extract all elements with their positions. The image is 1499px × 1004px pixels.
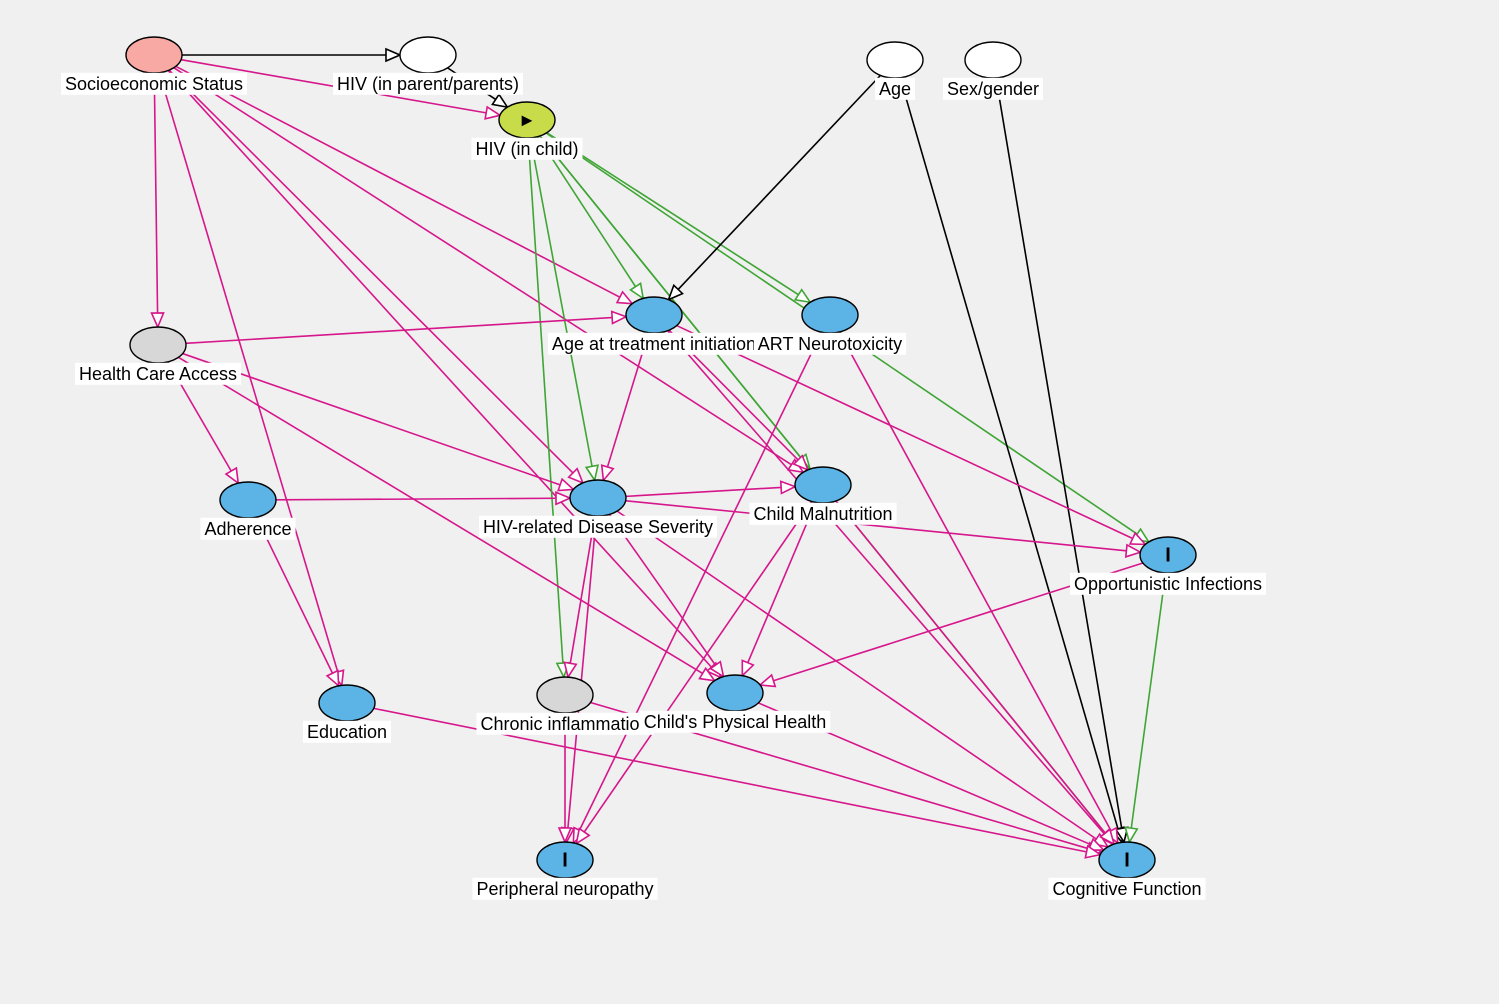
node-ellipse <box>126 37 182 73</box>
edge <box>1125 573 1165 842</box>
play-glyph-icon: ▶ <box>522 112 533 128</box>
edge <box>183 354 574 491</box>
node-ellipse <box>795 467 851 503</box>
node-label: Health Care Access <box>79 364 237 384</box>
dag-diagram: Socioeconomic Status HIV (in parent/paren… <box>0 0 1499 1004</box>
node-phys: Child's Physical Health <box>640 675 831 733</box>
edge <box>573 332 821 843</box>
node-art: ART Neurotoxicity <box>754 297 906 355</box>
node-cognitive: I Cognitive Function <box>1048 842 1205 900</box>
edge <box>626 481 795 496</box>
node-label: HIV (in child) <box>475 139 578 159</box>
node-ellipse <box>626 297 682 333</box>
node-ellipse <box>707 675 763 711</box>
edge <box>677 326 1146 545</box>
edge <box>617 511 1108 847</box>
bar-glyph-icon: I <box>1165 544 1171 566</box>
node-ellipse <box>570 480 626 516</box>
edge <box>742 502 815 675</box>
node-label: Age <box>879 79 911 99</box>
node-label: HIV-related Disease Severity <box>483 517 713 537</box>
node-ellipse <box>802 297 858 333</box>
node-label: Peripheral neuropathy <box>476 879 653 899</box>
node-age_tx: Age at treatment initiation <box>548 297 760 355</box>
node-ellipse <box>130 327 186 363</box>
edge <box>669 75 881 299</box>
edge <box>256 517 338 686</box>
node-label: Chronic inflammation <box>480 714 649 734</box>
node-hiv_parent: HIV (in parent/parents) <box>333 37 523 95</box>
edge <box>564 516 595 677</box>
node-ellipse <box>867 42 923 78</box>
node-ellipse <box>220 482 276 518</box>
node-label: Child Malnutrition <box>753 504 892 524</box>
node-chronic: Chronic inflammation <box>476 677 653 735</box>
node-severity: HIV-related Disease Severity <box>479 480 717 538</box>
node-opp_inf: I Opportunistic Infections <box>1070 537 1266 595</box>
node-label: ART Neurotoxicity <box>758 334 902 354</box>
node-malnutrition: Child Malnutrition <box>749 467 896 525</box>
node-label: Opportunistic Infections <box>1074 574 1262 594</box>
node-ellipse <box>400 37 456 73</box>
node-label: Age at treatment initiation <box>552 334 756 354</box>
node-label: Child's Physical Health <box>644 712 827 732</box>
node-sex: Sex/gender <box>943 42 1043 100</box>
node-label: Adherence <box>204 519 291 539</box>
edge <box>528 138 569 677</box>
node-label: Socioeconomic Status <box>65 74 243 94</box>
edge <box>576 501 811 843</box>
edge <box>547 133 810 303</box>
edge <box>996 78 1128 842</box>
node-label: HIV (in parent/parents) <box>337 74 519 94</box>
node-ellipse <box>537 677 593 713</box>
edge <box>668 331 1114 845</box>
node-label: Education <box>307 722 387 742</box>
edge <box>168 71 721 678</box>
node-label: Sex/gender <box>947 79 1039 99</box>
node-hca: Health Care Access <box>75 327 241 385</box>
node-ellipse <box>319 685 375 721</box>
node-neuropathy: I Peripheral neuropathy <box>472 842 657 900</box>
nodes-layer: Socioeconomic Status HIV (in parent/paren… <box>61 37 1266 900</box>
node-adherence: Adherence <box>200 482 295 540</box>
edge <box>152 73 164 327</box>
edge <box>276 492 570 504</box>
edge <box>530 138 598 480</box>
node-education: Education <box>303 685 391 743</box>
edge <box>176 66 632 303</box>
edge <box>602 333 649 481</box>
edge <box>182 49 400 61</box>
bar-glyph-icon: I <box>562 849 568 871</box>
node-ellipse <box>965 42 1021 78</box>
node-label: Cognitive Function <box>1052 879 1201 899</box>
bar-glyph-icon: I <box>1124 849 1130 871</box>
node-age: Age <box>867 42 923 100</box>
